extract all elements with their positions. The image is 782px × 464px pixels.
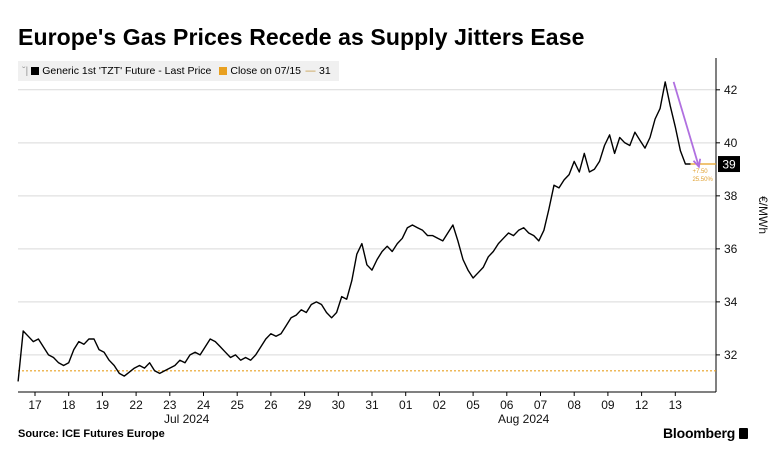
y-tick-label: 38 <box>724 189 738 203</box>
last-price-badge <box>718 156 740 173</box>
x-tick-label: 19 <box>96 398 110 412</box>
brand-text: Bloomberg <box>663 425 736 441</box>
x-tick-label: 02 <box>433 398 447 412</box>
x-tick-label: 29 <box>298 398 312 412</box>
y-tick-label: 40 <box>724 136 738 150</box>
x-tick-label: 07 <box>534 398 548 412</box>
y-tick-label: 42 <box>724 83 738 97</box>
x-tick-label: 25 <box>231 398 245 412</box>
x-month-label: Jul 2024 <box>164 412 210 426</box>
annotation-arrow-shaft <box>672 81 700 167</box>
y-tick-label: 32 <box>724 348 738 362</box>
close-swatch <box>219 67 228 75</box>
chart-title: Europe's Gas Prices Recede as Supply Jit… <box>18 24 585 50</box>
x-tick-label: 24 <box>197 398 211 412</box>
series-swatch <box>31 67 40 75</box>
change-pct-label: 25.50% <box>692 177 713 183</box>
bloomberg-mark-icon <box>738 428 748 439</box>
bloomberg-logo: Bloomberg <box>663 425 748 441</box>
x-tick-label: 30 <box>332 398 346 412</box>
x-month-label: Aug 2024 <box>498 412 550 426</box>
x-tick-label: 22 <box>129 398 143 412</box>
change-abs-label: +7.50 <box>692 169 708 175</box>
x-tick-label: 05 <box>466 398 480 412</box>
x-tick-label: 08 <box>568 398 582 412</box>
x-tick-label: 13 <box>669 398 683 412</box>
x-tick-label: 26 <box>264 398 278 412</box>
legend-separator: ˇ| <box>22 65 29 77</box>
source-note: Source: ICE Futures Europe <box>18 428 165 440</box>
price-line <box>17 81 691 382</box>
last-price-label: 39 <box>722 158 736 172</box>
x-tick-label: 12 <box>635 398 649 412</box>
y-axis-title: €/MWh <box>756 196 770 234</box>
legend-close-dash: ---- <box>305 65 316 77</box>
x-tick-label: 06 <box>500 398 514 412</box>
legend-close-value: 31 <box>319 65 331 77</box>
y-tick-label: 34 <box>724 295 738 309</box>
legend-series-label: Generic 1st 'TZT' Future - Last Price <box>42 65 212 77</box>
legend-close-label: Close on 07/15 <box>230 65 302 77</box>
x-tick-label: 09 <box>601 398 615 412</box>
x-tick-label: 23 <box>163 398 177 412</box>
x-tick-label: 01 <box>399 398 413 412</box>
annotation-arrow-head-icon <box>692 158 702 169</box>
x-tick-label: 18 <box>62 398 76 412</box>
x-tick-label: 17 <box>28 398 42 412</box>
x-tick-label: 31 <box>365 398 379 412</box>
y-tick-label: 36 <box>724 242 738 256</box>
legend: ˇ| Generic 1st 'TZT' Future - Last Price… <box>18 61 339 81</box>
